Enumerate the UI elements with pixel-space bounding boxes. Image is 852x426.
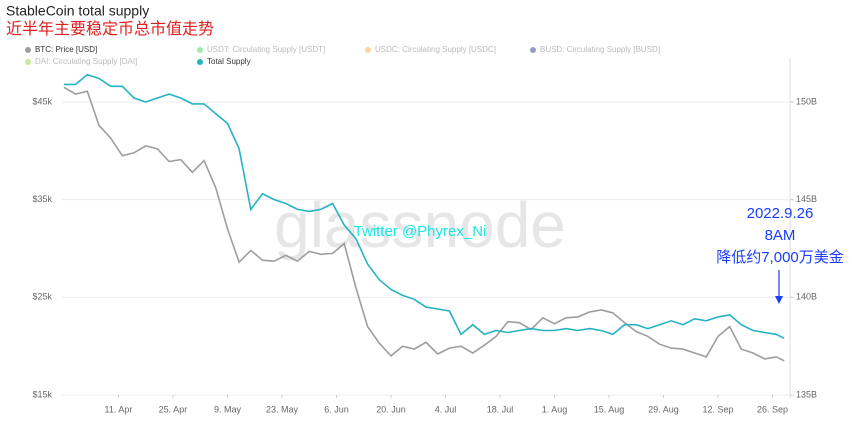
legend-marker[interactable] (197, 59, 203, 65)
y2-tick-label: 140B (796, 292, 817, 302)
y-tick-label: $15k (32, 389, 52, 399)
annotation: 8AM (765, 227, 796, 244)
legend-label[interactable]: BTC: Price [USD] (35, 45, 97, 54)
plot: $15k $25k $35k $45k 135B 140B 145B 150B 11. Apr 2… (32, 73, 817, 414)
x-tick-label: 15. Aug (594, 404, 625, 414)
x-tick-label: 1. Aug (542, 404, 568, 414)
legend-marker[interactable] (530, 47, 536, 53)
x-tick-label: 9. May (214, 404, 242, 414)
legend-label[interactable]: Total Supply (207, 57, 251, 66)
legend-label[interactable]: DAI: Circulating Supply [DAI] (35, 57, 137, 66)
chart-title: StableCoin total supply (6, 3, 149, 19)
x-tick-label: 11. Apr (105, 404, 133, 414)
series-line (63, 86, 785, 362)
legend-marker[interactable] (25, 59, 31, 65)
legend-label[interactable]: USDC: Circulating Supply [USDC] (375, 45, 496, 54)
x-tick-label: 12. Sep (702, 404, 733, 414)
x-tick-label: 18. Jul (487, 404, 514, 414)
watermark: glassnode (274, 189, 566, 261)
y-tick-label: $35k (32, 194, 52, 204)
legend-label[interactable]: BUSD: Circulating Supply [BUSD] (540, 45, 660, 54)
credit: Twitter @Phyrex_Ni (354, 223, 487, 240)
x-tick-label: 25. Apr (159, 404, 188, 414)
x-tick-label: 23. May (266, 404, 299, 414)
series-line (63, 73, 785, 340)
y-tick-label: $45k (32, 96, 52, 106)
x-tick-label: 20. Jun (376, 404, 406, 414)
arrow-head (775, 296, 783, 304)
y-tick-label: $25k (32, 292, 52, 302)
legend-label[interactable]: USDT: Circulating Supply [USDT] (207, 45, 325, 54)
x-tick-label: 26. Sep (757, 404, 788, 414)
x-tick-label: 4. Jul (435, 404, 457, 414)
x-tick-label: 29. Aug (648, 404, 679, 414)
annotation: 降低约7,000万美金 (716, 249, 844, 266)
y2-tick-label: 145B (796, 194, 817, 204)
legend-marker[interactable] (197, 47, 203, 53)
y2-tick-label: 150B (796, 96, 817, 106)
x-tick-label: 6. Jun (324, 404, 349, 414)
legend-marker[interactable] (25, 47, 31, 53)
legend-marker[interactable] (365, 47, 371, 53)
annotation: 2022.9.26 (747, 205, 814, 222)
chart-subtitle: 近半年主要稳定币总市值走势 (6, 20, 214, 38)
y2-tick-label: 135B (796, 389, 817, 399)
